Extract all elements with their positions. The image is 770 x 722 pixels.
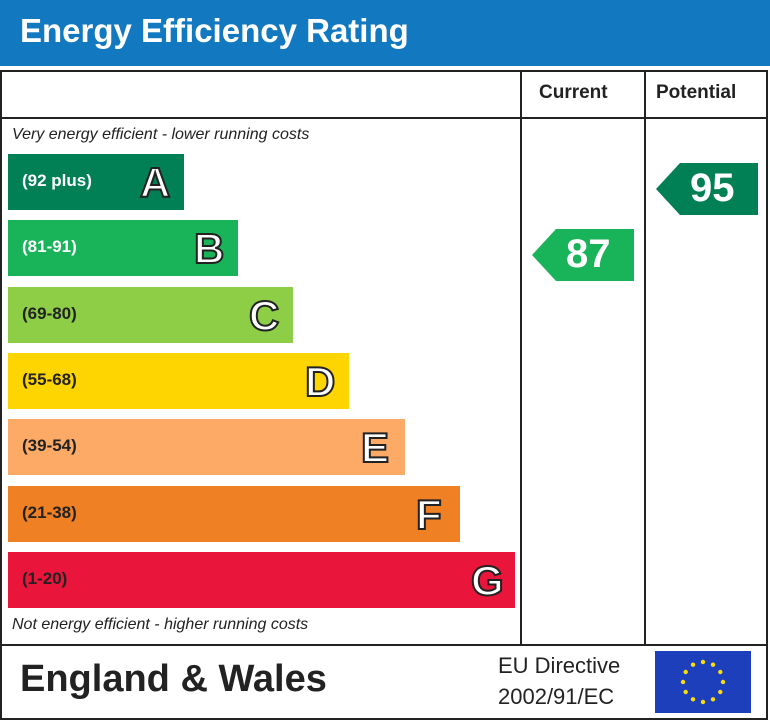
band-letter: C xyxy=(248,291,280,340)
band-range-label: (21-38) xyxy=(22,503,77,522)
band-d: (55-68) D xyxy=(8,353,349,409)
band-letter: G xyxy=(470,556,505,605)
divider-current xyxy=(520,70,522,646)
footer-directive: EU Directive 2002/91/EC xyxy=(498,650,620,712)
directive-line1: EU Directive xyxy=(498,653,621,678)
band-letter: E xyxy=(360,423,390,472)
eu-star xyxy=(710,697,716,702)
header-divider xyxy=(0,117,768,119)
eu-star xyxy=(680,679,686,685)
eu-star xyxy=(690,697,696,702)
column-header-potential: Potential xyxy=(656,82,737,103)
note-bottom: Not energy efficient - higher running co… xyxy=(12,616,309,633)
eu-star xyxy=(710,662,716,667)
eu-star xyxy=(718,689,723,695)
band-e: (39-54) E xyxy=(8,419,405,475)
chart-frame xyxy=(0,70,768,720)
band-c: (69-80) C xyxy=(8,287,293,343)
chart-title: Energy Efficiency Rating xyxy=(20,12,409,49)
directive-line2: 2002/91/EC xyxy=(498,684,615,709)
arrow-value-current: 87 xyxy=(566,232,611,276)
band-range-label: (39-54) xyxy=(22,436,77,455)
arrow-potential: 95 xyxy=(656,163,758,215)
arrow-shape xyxy=(656,163,758,215)
arrow-shape xyxy=(532,229,634,281)
band-g: (1-20) G xyxy=(8,552,515,608)
eu-star xyxy=(700,699,706,705)
arrow-polygon xyxy=(532,229,634,281)
band-letter: D xyxy=(304,357,336,406)
note-top: Very energy efficient - lower running co… xyxy=(12,126,310,143)
footer-region: England & Wales xyxy=(20,658,327,700)
eu-star xyxy=(690,662,696,667)
arrow-current: 87 xyxy=(532,229,634,281)
divider-potential xyxy=(644,70,646,646)
eu-star xyxy=(683,669,688,675)
band-b: (81-91) B xyxy=(8,220,238,276)
column-header-current: Current xyxy=(539,82,608,103)
band-letter: A xyxy=(139,158,171,207)
eu-flag-icon xyxy=(655,651,751,713)
band-letter: B xyxy=(193,224,225,273)
eu-star xyxy=(720,679,726,685)
band-f: (21-38) F xyxy=(8,486,460,542)
eu-star xyxy=(700,659,706,665)
band-range-label: (92 plus) xyxy=(22,171,92,190)
band-range-label: (81-91) xyxy=(22,237,77,256)
footer-divider xyxy=(0,644,768,646)
header-bar: Energy Efficiency Rating xyxy=(0,0,770,66)
eu-star xyxy=(683,689,688,695)
band-a: (92 plus) A xyxy=(8,154,184,210)
arrow-polygon xyxy=(656,163,758,215)
arrow-value-potential: 95 xyxy=(690,166,735,210)
band-range-label: (55-68) xyxy=(22,370,77,389)
band-range-label: (69-80) xyxy=(22,304,77,323)
eu-star xyxy=(718,669,723,675)
band-letter: F xyxy=(415,490,443,539)
band-range-label: (1-20) xyxy=(22,569,68,588)
eu-stars-icon xyxy=(680,659,726,705)
